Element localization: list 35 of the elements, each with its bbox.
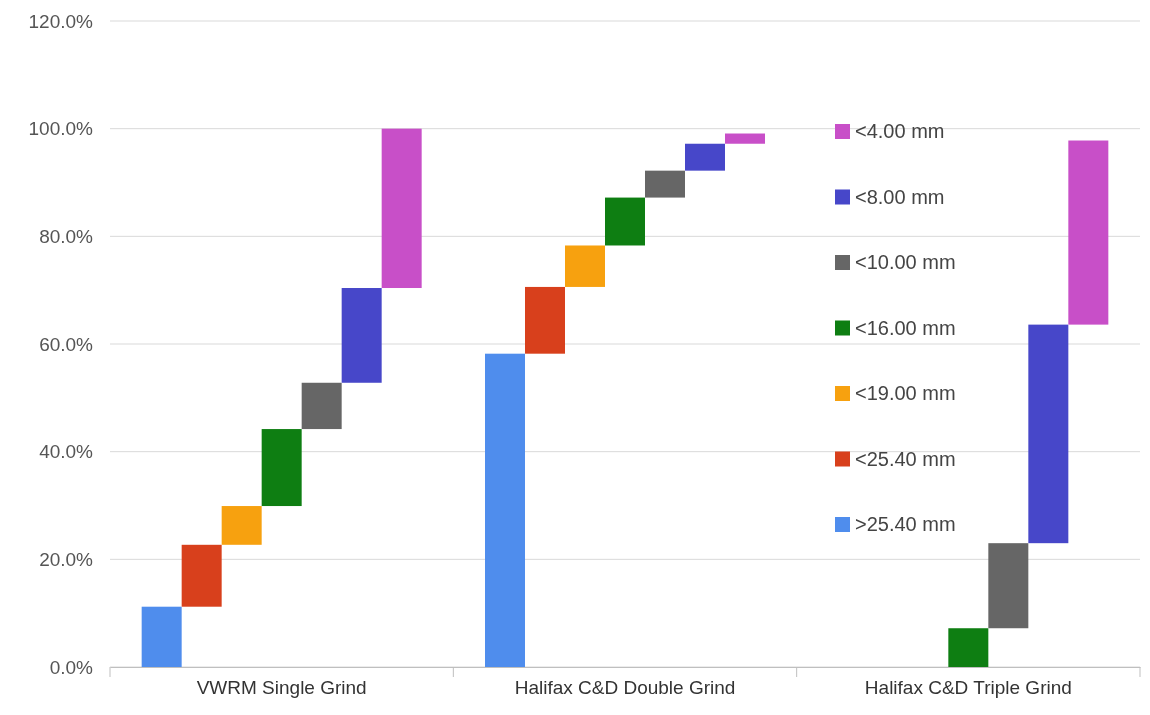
bar [341, 288, 382, 383]
y-tick-label: 80.0% [39, 225, 94, 247]
bar [645, 170, 685, 198]
bar [1068, 140, 1109, 325]
legend-label: <8.00 mm [855, 185, 945, 208]
bar [1028, 324, 1069, 544]
y-tick-label: 100.0% [28, 118, 94, 140]
legend-label: <10.00 mm [855, 251, 956, 273]
bar [565, 245, 605, 287]
bar [988, 543, 1029, 629]
bar [141, 606, 182, 667]
legend-label: <25.40 mm [855, 447, 956, 470]
x-tick-label: Halifax C&D Triple Grind [864, 677, 1072, 699]
y-tick-label: 60.0% [39, 333, 94, 355]
bar [381, 128, 422, 289]
bar [181, 544, 222, 607]
bar [261, 429, 302, 507]
bar [525, 286, 565, 354]
y-tick-label: 40.0% [39, 441, 94, 463]
legend-label: <19.00 mm [855, 382, 956, 404]
bar [948, 628, 989, 667]
bar [685, 143, 725, 171]
bar [605, 197, 645, 246]
legend-label: >25.40 mm [855, 513, 956, 535]
bar [725, 133, 765, 144]
y-tick-label: 0.0% [49, 656, 94, 678]
y-tick-label: 120.0% [28, 10, 94, 32]
bar [301, 382, 342, 430]
legend-label: <16.00 mm [855, 316, 956, 339]
x-tick-label: Halifax C&D Double Grind [514, 677, 736, 699]
bar [485, 353, 525, 667]
x-tick-label: VWRM Single Grind [196, 677, 367, 699]
bar [221, 506, 262, 545]
legend-label: <4.00 mm [855, 120, 945, 142]
y-tick-label: 20.0% [39, 548, 94, 570]
